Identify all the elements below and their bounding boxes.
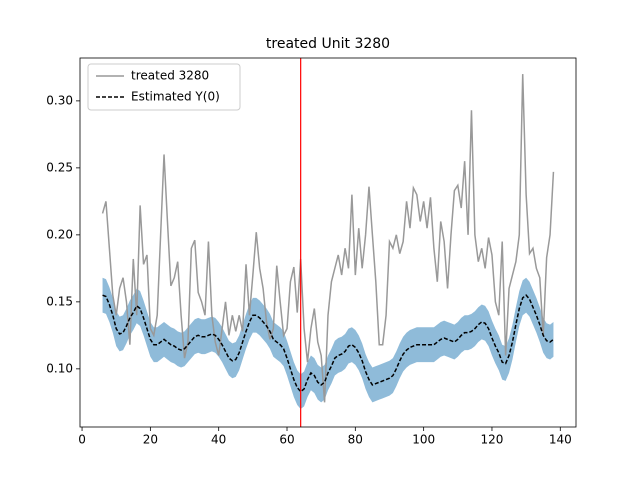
- y-tick-label: 0.10: [46, 361, 73, 375]
- chart-title: treated Unit 3280: [266, 36, 390, 52]
- interval-band: [102, 277, 554, 410]
- x-tick-label: 120: [481, 433, 504, 447]
- series-line: [102, 294, 554, 393]
- x-tick-label: 20: [143, 433, 158, 447]
- y-tick-label: 0.25: [46, 160, 73, 174]
- x-tick-label: 140: [549, 433, 572, 447]
- x-tick-label: 60: [279, 433, 294, 447]
- x-tick-label: 100: [412, 433, 435, 447]
- y-tick-label: 0.15: [46, 294, 73, 308]
- series-line: [101, 74, 555, 403]
- x-tick-label: 80: [348, 433, 363, 447]
- x-tick-label: 40: [211, 433, 226, 447]
- legend-box: [87, 63, 241, 111]
- legend: treated 3280 Estimated Y(0): [87, 63, 241, 111]
- legend-label: Estimated Y(0): [131, 90, 220, 104]
- x-tick-label: 0: [78, 433, 86, 447]
- y-tick-label: 0.20: [46, 227, 73, 241]
- y-tick-label: 0.30: [46, 93, 73, 107]
- legend-label: treated 3280: [131, 69, 209, 83]
- plot-frame: [79, 57, 577, 428]
